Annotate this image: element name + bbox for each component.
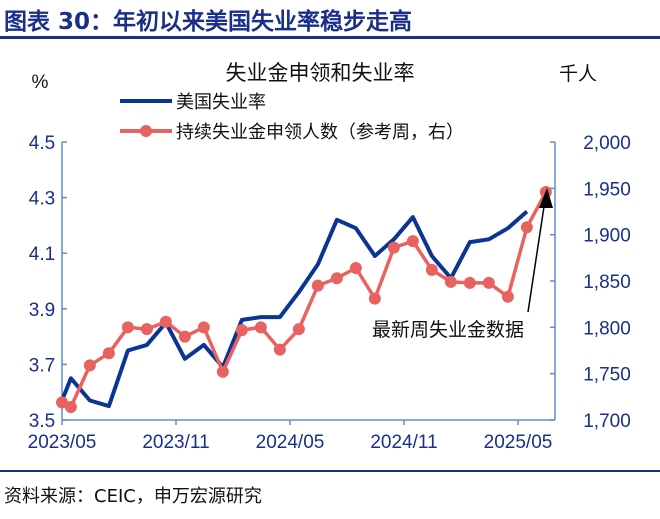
right-tick-label: 1,700 xyxy=(583,411,631,432)
right-tick-label: 2,000 xyxy=(583,133,631,154)
left-axis-unit: % xyxy=(32,72,49,93)
left-tick-label: 4.5 xyxy=(29,133,55,154)
claims-point xyxy=(387,241,400,254)
annotation-arrow-line xyxy=(527,199,546,313)
figure-title: 图表 30：年初以来美国失业率稳步走高 xyxy=(4,9,413,35)
annotation: 最新周失业金数据 xyxy=(372,188,553,341)
claims-point xyxy=(425,263,438,276)
claims-point xyxy=(216,365,229,378)
claims-point xyxy=(463,276,476,289)
annotation-arrow-head xyxy=(539,188,553,208)
legend-marker-claims xyxy=(140,125,152,137)
left-tick-label: 4.1 xyxy=(29,244,55,265)
claims-point xyxy=(349,262,362,275)
claims-point xyxy=(83,359,96,372)
claims-point xyxy=(273,343,286,356)
legend-label-claims: 持续失业金申领人数（参考周，右） xyxy=(176,122,464,142)
claims-point xyxy=(56,396,68,409)
claims-point xyxy=(311,279,324,292)
footer-divider xyxy=(0,470,660,472)
chart-title: 失业金申领和失业率 xyxy=(226,62,415,85)
x-tick-label: 2025/05 xyxy=(484,432,553,453)
axes: 3.5 3.7 3.9 4.1 4.3 4.5 1,700 1,750 1,800 1,850 1,… xyxy=(28,133,631,453)
claims-point xyxy=(140,323,153,336)
annotation-text: 最新周失业金数据 xyxy=(372,319,524,341)
source-note: 资料来源：CEIC，申万宏源研究 xyxy=(4,486,262,507)
unemployment-rate-line xyxy=(60,209,529,409)
claims-point xyxy=(235,324,248,337)
x-tick-label: 2024/05 xyxy=(256,432,325,453)
left-tick-label: 3.5 xyxy=(29,411,55,432)
claims-point xyxy=(254,321,267,334)
claims-point xyxy=(121,321,134,334)
continuing-claims-line xyxy=(61,191,548,409)
legend-label-unemployment: 美国失业率 xyxy=(176,92,266,112)
claims-point xyxy=(444,275,457,288)
right-tick-label: 1,750 xyxy=(583,365,631,386)
right-tick-label: 1,950 xyxy=(583,179,631,200)
claims-point xyxy=(330,272,343,285)
right-axis-unit: 千人 xyxy=(559,63,597,85)
claims-point xyxy=(292,323,305,336)
claims-point xyxy=(197,321,210,334)
right-tick-label: 1,800 xyxy=(583,318,631,339)
x-tick-label: 2024/11 xyxy=(370,432,437,453)
claims-point xyxy=(178,330,191,343)
left-tick-label: 3.9 xyxy=(29,300,55,321)
claims-point xyxy=(102,347,115,360)
left-tick-label: 3.7 xyxy=(29,355,55,376)
x-tick-label: 2023/05 xyxy=(28,432,97,453)
claims-point xyxy=(368,292,381,305)
right-tick-label: 1,850 xyxy=(583,272,631,293)
x-tick-label: 2023/11 xyxy=(142,432,209,453)
series-lines xyxy=(56,186,552,414)
claims-point xyxy=(64,401,77,414)
left-tick-label: 4.3 xyxy=(29,189,55,210)
right-tick-label: 1,900 xyxy=(583,226,631,247)
title-divider xyxy=(0,36,660,39)
claims-point xyxy=(159,315,172,328)
claims-point xyxy=(501,290,514,303)
claims-point xyxy=(520,221,533,234)
claims-point xyxy=(482,276,495,289)
claims-point xyxy=(406,235,419,248)
